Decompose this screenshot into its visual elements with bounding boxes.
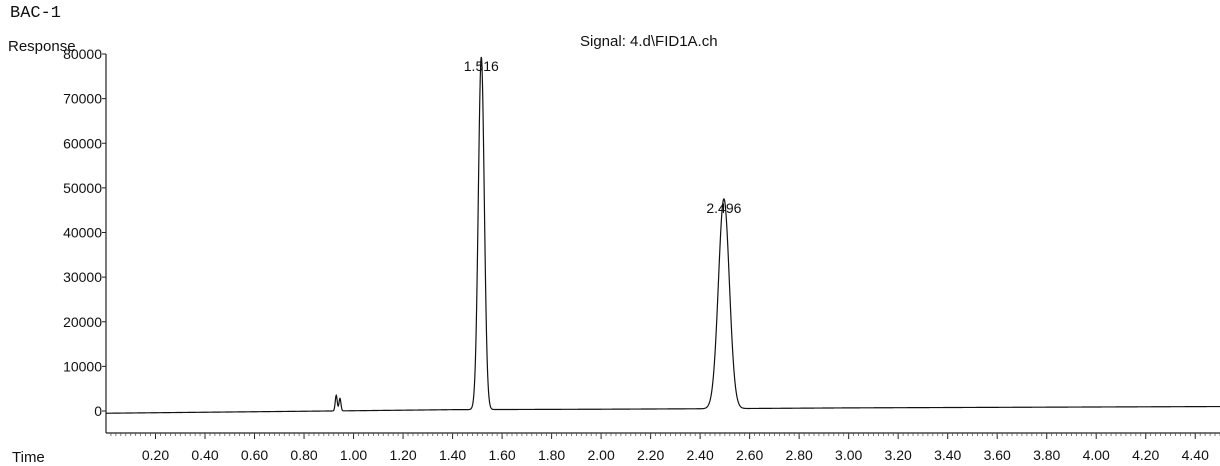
peak-labels: 1.516 2.496 (464, 58, 742, 216)
x-tick-label: 3.40 (934, 447, 961, 463)
ticks: 0 10000 20000 30000 40000 50000 60000 70000 8000… (63, 46, 1220, 463)
x-tick-label: 1.20 (389, 447, 416, 463)
y-tick-label: 80000 (63, 46, 102, 62)
x-tick-label: 2.40 (687, 447, 714, 463)
sample-label: BAC-1 (10, 4, 62, 23)
x-tick-label: 3.60 (984, 447, 1011, 463)
x-tick-label: 1.60 (488, 447, 515, 463)
signal-trace (106, 56, 1220, 414)
x-tick-label: 2.80 (786, 447, 813, 463)
x-tick-label: 2.20 (637, 447, 664, 463)
x-axis-label: Time (12, 449, 45, 466)
x-tick-label: 4.00 (1083, 447, 1110, 463)
x-tick-label: 3.20 (885, 447, 912, 463)
x-tick-label: 1.00 (340, 447, 367, 463)
y-tick-label: 0 (94, 403, 102, 419)
y-tick-label: 50000 (63, 180, 102, 196)
peak-label: 2.496 (706, 200, 741, 216)
x-tick-label: 0.20 (142, 447, 169, 463)
y-tick-label: 70000 (63, 91, 102, 107)
y-tick-label: 10000 (63, 358, 102, 374)
x-tick-label: 0.80 (290, 447, 317, 463)
trace-layer (106, 56, 1220, 414)
y-axis-label: Response (8, 38, 76, 55)
y-tick-label: 30000 (63, 269, 102, 285)
x-tick-label: 1.80 (538, 447, 565, 463)
x-tick-label: 4.20 (1132, 447, 1159, 463)
chart-title: Signal: 4.d\FID1A.ch (580, 33, 718, 50)
x-tick-label: 4.40 (1182, 447, 1209, 463)
x-tick-label: 2.60 (736, 447, 763, 463)
peak-label: 1.516 (464, 58, 499, 74)
y-tick-label: 40000 (63, 225, 102, 241)
x-tick-label: 2.00 (587, 447, 614, 463)
y-tick-label: 60000 (63, 135, 102, 151)
x-tick-label: 0.40 (191, 447, 218, 463)
axes (105, 54, 1220, 434)
y-tick-label: 20000 (63, 314, 102, 330)
x-tick-label: 1.40 (439, 447, 466, 463)
x-tick-label: 3.00 (835, 447, 862, 463)
x-tick-label: 0.60 (241, 447, 268, 463)
x-tick-label: 3.80 (1033, 447, 1060, 463)
